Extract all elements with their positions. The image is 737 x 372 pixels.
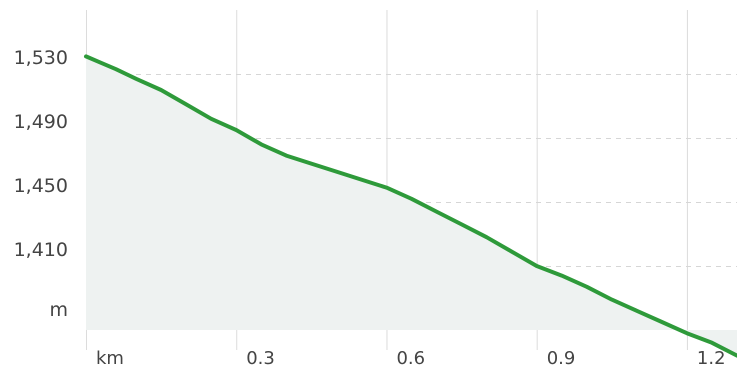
y-axis-ticks: 1,530 1,490 1,450 1,410 — [14, 47, 68, 261]
grid — [86, 10, 737, 350]
x-tick-label: 0.6 — [396, 348, 425, 369]
y-tick-label: 1,410 — [14, 239, 68, 261]
elevation-line — [84, 54, 737, 358]
x-axis-unit-label: km — [96, 348, 124, 369]
x-tick-label: 0.9 — [547, 348, 576, 369]
y-tick-label: 1,490 — [14, 111, 68, 133]
y-axis-unit-label: m — [49, 299, 68, 321]
x-axis-ticks: 0.3 0.6 0.9 1.2 — [246, 348, 725, 369]
elevation-area-fill — [86, 56, 737, 356]
y-tick-label: 1,450 — [14, 175, 68, 197]
x-tick-label: 1.2 — [697, 348, 726, 369]
x-tick-label: 0.3 — [246, 348, 275, 369]
y-tick-label: 1,530 — [14, 47, 68, 69]
